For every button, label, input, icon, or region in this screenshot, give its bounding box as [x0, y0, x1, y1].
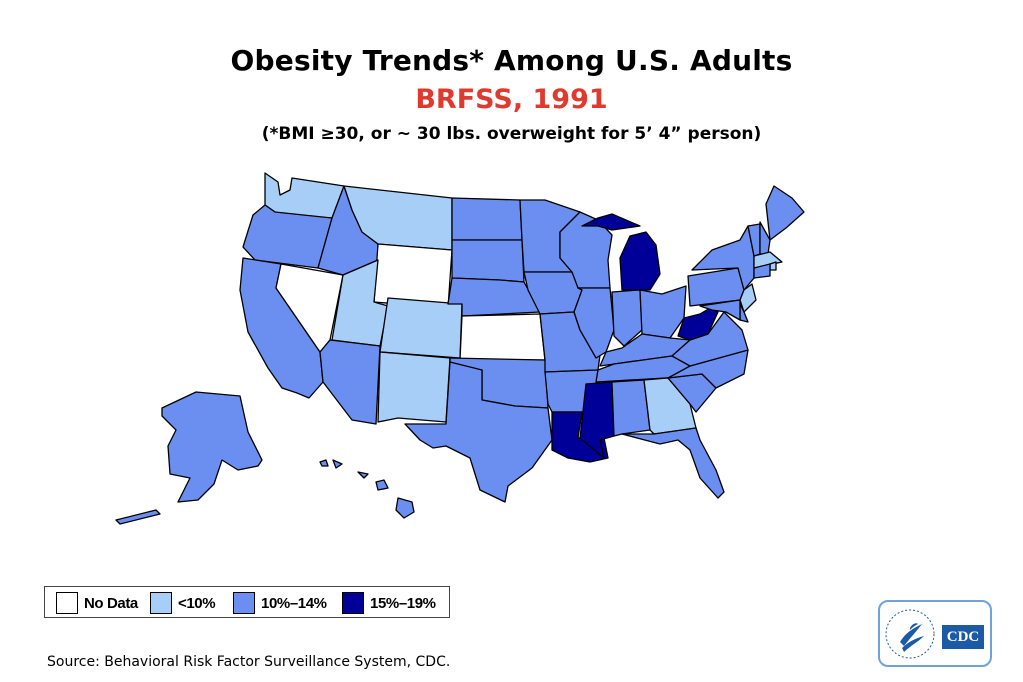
state-IL[interactable]: [573, 287, 615, 359]
state-ME[interactable]: [765, 185, 805, 241]
cdc-logo-text: CDC: [942, 625, 984, 649]
state-HI[interactable]: [319, 459, 415, 519]
hhs-eagle-icon: [885, 609, 935, 659]
state-WA[interactable]: [264, 172, 345, 219]
source-note: Source: Behavioral Risk Factor Surveilla…: [47, 654, 451, 670]
state-AK[interactable]: [161, 391, 263, 503]
state-AL[interactable]: [611, 379, 651, 437]
state-KS[interactable]: [459, 313, 546, 361]
state-CO[interactable]: [379, 297, 463, 359]
state-OR[interactable]: [242, 204, 333, 269]
state-RI[interactable]: [769, 261, 777, 271]
legend-label: No Data: [84, 594, 138, 612]
state-TX[interactable]: [404, 361, 553, 503]
page-title: Obesity Trends* Among U.S. Adults: [230, 44, 793, 77]
us-states-map: [115, 172, 805, 525]
legend-label: 10%–14%: [261, 594, 327, 612]
legend-item-no-data: No Data: [56, 592, 138, 614]
state-CT[interactable]: [753, 263, 771, 279]
state-NJ[interactable]: [739, 283, 757, 313]
alaska-islands: [115, 509, 161, 525]
state-MI[interactable]: [581, 213, 661, 291]
legend-item-10-14: 10%–14%: [233, 592, 327, 614]
legend-label: 15%–19%: [370, 594, 436, 612]
state-MA[interactable]: [753, 251, 783, 269]
state-SD[interactable]: [451, 239, 525, 283]
state-NE[interactable]: [447, 277, 541, 317]
legend-swatch: [342, 592, 364, 614]
page-subtitle: BRFSS, 1991: [415, 84, 608, 115]
state-FL[interactable]: [621, 427, 725, 499]
state-OH[interactable]: [639, 285, 687, 339]
state-IN[interactable]: [611, 289, 643, 347]
legend-swatch: [150, 592, 172, 614]
state-AZ[interactable]: [319, 339, 381, 425]
legend-swatch: [56, 592, 78, 614]
state-WY[interactable]: [373, 243, 453, 309]
state-MD[interactable]: [699, 299, 741, 321]
legend-swatch: [233, 592, 255, 614]
legend-item-15-19: 15%–19%: [342, 592, 436, 614]
bmi-note: (*BMI ≥30, or ~ 30 lbs. overweight for 5…: [261, 124, 762, 144]
state-WV[interactable]: [677, 307, 719, 341]
state-WI[interactable]: [559, 211, 613, 289]
legend-label: <10%: [178, 594, 216, 612]
legend-item-lt10: <10%: [150, 592, 216, 614]
cdc-logo: CDC: [878, 600, 992, 667]
state-ND[interactable]: [451, 197, 523, 241]
legend-box: No Data <10% 10%–14% 15%–19%: [44, 586, 450, 618]
state-NM[interactable]: [377, 351, 451, 423]
